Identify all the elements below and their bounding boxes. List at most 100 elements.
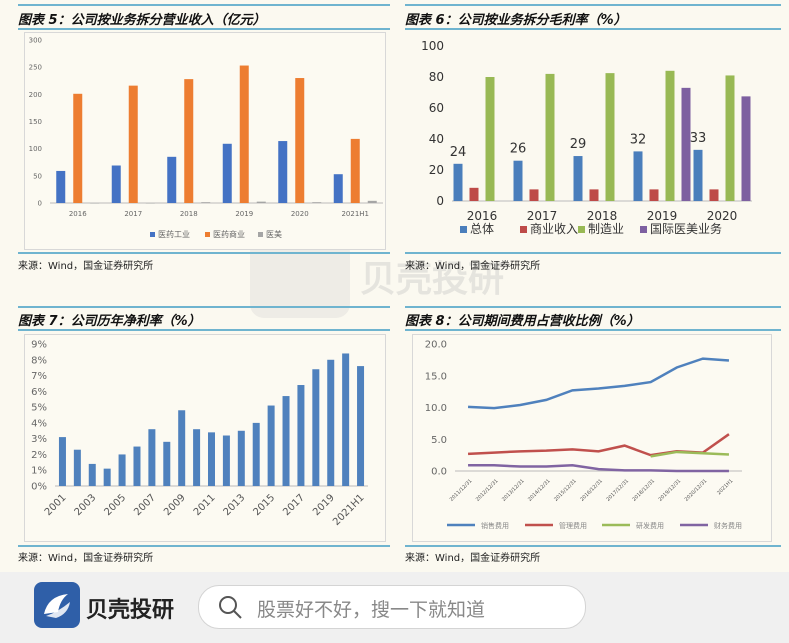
bar bbox=[649, 189, 659, 201]
bar bbox=[256, 201, 266, 203]
divider bbox=[18, 4, 390, 6]
x-tick-label: 2015 bbox=[251, 492, 277, 518]
bar bbox=[167, 156, 177, 203]
y-tick-label: 8% bbox=[31, 355, 47, 366]
bottom-bar: 贝壳投研 股票好不好，搜一下就知道 bbox=[0, 572, 789, 643]
legend-label: 商业收入 bbox=[530, 221, 578, 236]
divider bbox=[405, 545, 781, 547]
y-tick-label: 80 bbox=[429, 70, 444, 84]
bar bbox=[73, 449, 81, 486]
x-tick-label: 2016 bbox=[69, 210, 87, 218]
x-tick-label: 2013/12/31 bbox=[501, 478, 526, 503]
figure-6-title: 图表 6：公司按业务拆分毛利率（%） bbox=[405, 13, 627, 28]
data-label: 24 bbox=[450, 145, 467, 160]
bar bbox=[163, 441, 171, 486]
bar bbox=[327, 359, 335, 486]
y-tick-label: 9% bbox=[31, 340, 47, 351]
bar bbox=[633, 151, 643, 201]
bar bbox=[111, 165, 121, 203]
bar bbox=[282, 396, 290, 486]
bar bbox=[295, 78, 305, 203]
shell-icon bbox=[44, 594, 70, 618]
bar bbox=[58, 437, 66, 486]
bar bbox=[665, 70, 675, 201]
y-tick-label: 7% bbox=[31, 371, 47, 382]
x-tick-label: 2013 bbox=[222, 492, 248, 518]
legend-swatch bbox=[520, 226, 527, 233]
y-tick-label: 15.0 bbox=[425, 371, 447, 382]
bar bbox=[222, 435, 230, 486]
bar bbox=[133, 446, 141, 486]
y-tick-label: 100 bbox=[29, 145, 42, 153]
bar bbox=[297, 385, 305, 486]
series-line bbox=[467, 357, 730, 410]
x-tick-label: 2019/12/31 bbox=[658, 478, 683, 503]
bar bbox=[342, 353, 350, 486]
brand-name: 贝壳投研 bbox=[86, 598, 175, 623]
x-tick-label: 2018 bbox=[180, 210, 198, 218]
bar bbox=[278, 141, 288, 203]
watermark-text: 贝壳投研 bbox=[360, 259, 505, 300]
x-tick-label: 2019 bbox=[235, 210, 253, 218]
bar bbox=[357, 366, 365, 486]
x-tick-label: 2021H1 bbox=[341, 210, 369, 218]
divider bbox=[18, 545, 390, 547]
x-tick-label: 2021H1 bbox=[716, 478, 734, 496]
y-tick-label: 250 bbox=[29, 64, 42, 72]
y-tick-label: 200 bbox=[29, 91, 42, 99]
x-tick-label: 2020 bbox=[707, 209, 738, 223]
figure-7-plot-area bbox=[24, 334, 386, 542]
search-input[interactable]: 股票好不好，搜一下就知道 bbox=[198, 585, 586, 629]
legend-label: 销售费用 bbox=[481, 521, 509, 530]
legend-label: 医药商业 bbox=[213, 229, 245, 239]
bar bbox=[312, 202, 322, 203]
bar bbox=[573, 156, 583, 201]
legend-label: 医药工业 bbox=[158, 229, 190, 239]
legend-label: 管理费用 bbox=[559, 521, 587, 530]
legend-label: 研发费用 bbox=[636, 521, 664, 530]
y-tick-label: 0% bbox=[31, 482, 47, 493]
data-label: 26 bbox=[510, 142, 527, 157]
y-tick-label: 3% bbox=[31, 434, 47, 445]
y-tick-label: 60 bbox=[429, 101, 444, 115]
bar bbox=[178, 410, 186, 486]
figure-7-title: 图表 7：公司历年净利率（%） bbox=[18, 314, 201, 329]
legend-label: 制造业 bbox=[588, 222, 624, 236]
bar bbox=[239, 65, 249, 203]
x-tick-label: 2009 bbox=[162, 492, 188, 518]
bar bbox=[252, 422, 260, 486]
bar bbox=[350, 138, 360, 203]
divider bbox=[18, 329, 390, 331]
bar bbox=[681, 87, 691, 201]
bar bbox=[193, 429, 201, 486]
bar bbox=[184, 79, 194, 203]
figure-5-source: 来源：Wind，国金证券研究所 bbox=[18, 261, 154, 272]
legend-swatch bbox=[578, 226, 585, 233]
bar bbox=[741, 96, 751, 201]
divider bbox=[405, 28, 781, 30]
y-tick-label: 4% bbox=[31, 418, 47, 429]
x-tick-label: 2017 bbox=[124, 210, 142, 218]
x-tick-label: 2017 bbox=[281, 492, 307, 518]
series-line bbox=[650, 450, 730, 458]
bar bbox=[88, 463, 96, 486]
y-tick-label: 0 bbox=[38, 199, 42, 207]
x-tick-label: 2018/12/31 bbox=[631, 478, 656, 503]
x-tick-label: 2018 bbox=[587, 209, 618, 223]
x-tick-label: 2003 bbox=[73, 492, 99, 518]
bar bbox=[56, 170, 66, 203]
bar bbox=[201, 202, 211, 203]
bar bbox=[145, 203, 155, 204]
legend-label: 国际医美业务 bbox=[650, 221, 722, 236]
data-label: 33 bbox=[690, 131, 707, 146]
brand-logo[interactable] bbox=[34, 582, 80, 628]
bar bbox=[469, 187, 479, 201]
bar bbox=[267, 405, 275, 486]
y-tick-label: 150 bbox=[29, 118, 42, 126]
bar bbox=[693, 149, 703, 201]
legend-swatch bbox=[258, 232, 263, 237]
y-tick-label: 5.0 bbox=[431, 435, 447, 446]
divider bbox=[405, 329, 781, 331]
x-tick-label: 2016/12/31 bbox=[579, 478, 604, 503]
